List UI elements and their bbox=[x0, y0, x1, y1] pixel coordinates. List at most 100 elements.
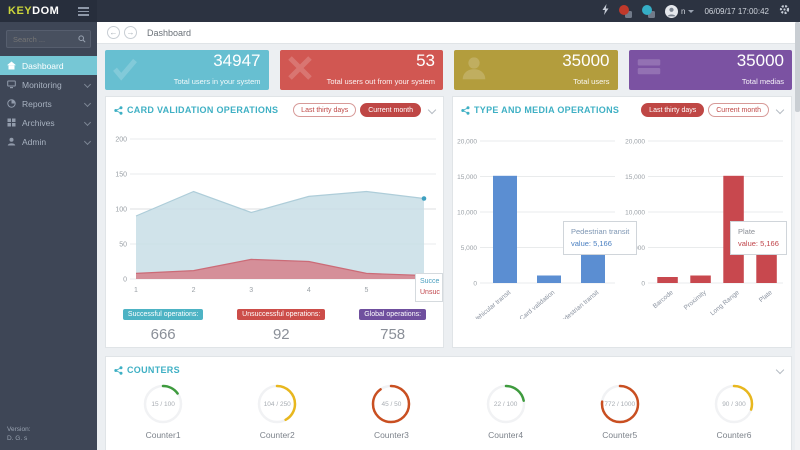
scrollbar[interactable] bbox=[795, 22, 800, 450]
share-icon bbox=[114, 365, 123, 375]
sidebar-item-dashboard[interactable]: Dashboard bbox=[0, 56, 97, 75]
stat-card-users-out[interactable]: 53 Total users out from your system bbox=[279, 50, 443, 90]
svg-text:Vehicular transit: Vehicular transit bbox=[472, 289, 512, 319]
alerts-icon[interactable] bbox=[619, 4, 633, 18]
cards-icon bbox=[634, 53, 664, 88]
svg-text:Card validation: Card validation bbox=[519, 289, 557, 319]
svg-text:Long Range: Long Range bbox=[709, 289, 741, 317]
caret-down-icon bbox=[688, 9, 695, 13]
back-button[interactable]: ← bbox=[107, 26, 120, 39]
svg-text:1: 1 bbox=[134, 287, 138, 294]
share-icon bbox=[114, 105, 123, 115]
stat-cards-row: 34947 Total users in your system 53 Tota… bbox=[105, 50, 792, 90]
counter-value: 22 / 100 bbox=[493, 400, 518, 408]
sidebar-item-monitoring[interactable]: Monitoring bbox=[0, 75, 97, 94]
sidebar-item-label: Reports bbox=[22, 98, 52, 109]
bar[interactable] bbox=[493, 175, 517, 283]
bolt-icon[interactable] bbox=[602, 2, 609, 20]
counter[interactable]: 104 / 250 Counter2 bbox=[220, 381, 334, 440]
collapse-chevron-icon[interactable] bbox=[775, 105, 785, 115]
stat-value: 35000 bbox=[562, 51, 610, 70]
chevron-down-icon bbox=[83, 118, 92, 127]
stat-number: 666 bbox=[150, 326, 176, 343]
stat-number: 758 bbox=[380, 326, 406, 343]
search-box bbox=[6, 30, 91, 48]
chevron-down-icon bbox=[83, 99, 92, 108]
svg-text:4: 4 bbox=[307, 287, 311, 294]
current-month-button[interactable]: Current month bbox=[708, 103, 769, 117]
hamburger-icon[interactable] bbox=[78, 7, 89, 18]
svg-text:0: 0 bbox=[473, 281, 477, 288]
sidebar-item-label: Admin bbox=[22, 136, 47, 147]
avatar bbox=[665, 4, 679, 18]
stat-label: Total medias bbox=[741, 77, 784, 86]
stat-number: 92 bbox=[272, 326, 290, 343]
counter-label: Counter3 bbox=[373, 430, 409, 440]
main-content: 34947 Total users in your system 53 Tota… bbox=[97, 44, 800, 450]
breadcrumb-bar: ← → Dashboard bbox=[97, 22, 800, 44]
stat-card-total-users[interactable]: 35000 Total users bbox=[454, 50, 618, 90]
stat-card-users-in[interactable]: 34947 Total users in your system bbox=[105, 50, 269, 90]
tooltip-title: Pedestrian transit bbox=[571, 227, 630, 236]
panel-header: COUNTERS bbox=[106, 357, 791, 383]
bar[interactable] bbox=[690, 275, 711, 284]
bar[interactable] bbox=[537, 275, 561, 284]
counter-value: 104 / 250 bbox=[263, 400, 291, 408]
counter[interactable]: 90 / 300 Counter6 bbox=[677, 381, 791, 440]
user-icon bbox=[459, 53, 489, 88]
counter-label: Counter1 bbox=[145, 430, 181, 440]
status-badge: Global operations: bbox=[359, 309, 427, 320]
alerts-ghost-icon bbox=[625, 10, 633, 18]
counter[interactable]: 772 / 1000 Counter5 bbox=[563, 381, 677, 440]
tooltip-value: value: 5,166 bbox=[738, 239, 779, 248]
chevron-down-icon bbox=[83, 80, 92, 89]
stat-value: 34947 bbox=[213, 51, 261, 70]
last-thirty-days-button[interactable]: Last thirty days bbox=[641, 103, 705, 117]
bar[interactable] bbox=[657, 277, 678, 283]
counter-gauge: 90 / 300 bbox=[711, 381, 757, 427]
svg-text:5,000: 5,000 bbox=[461, 245, 478, 252]
gear-icon[interactable] bbox=[779, 2, 790, 20]
counter-value: 45 / 50 bbox=[381, 400, 402, 408]
user-menu[interactable]: n bbox=[665, 4, 695, 18]
stat-label: Total users bbox=[573, 77, 610, 86]
search-icon[interactable] bbox=[78, 30, 86, 48]
forward-button[interactable]: → bbox=[124, 26, 137, 39]
panel-title: CARD VALIDATION OPERATIONS bbox=[127, 105, 279, 115]
svg-text:200: 200 bbox=[115, 137, 127, 144]
home-icon bbox=[7, 61, 17, 70]
scrollbar-thumb[interactable] bbox=[795, 22, 800, 112]
chart-hover-tooltip: Succe Unsuc bbox=[415, 273, 443, 302]
status-badge: Successful operations: bbox=[122, 309, 204, 320]
sidebar-item-admin[interactable]: Admin bbox=[0, 132, 97, 151]
brand-key: KEY bbox=[8, 5, 33, 17]
counter-value: 772 / 1000 bbox=[604, 400, 636, 408]
version-label: Version: bbox=[7, 425, 31, 433]
counter-label: Counter5 bbox=[602, 430, 638, 440]
collapse-chevron-icon[interactable] bbox=[427, 105, 437, 115]
svg-text:150: 150 bbox=[115, 172, 127, 179]
username: n bbox=[681, 6, 686, 16]
sidebar-item-label: Archives bbox=[22, 117, 55, 128]
current-month-button[interactable]: Current month bbox=[360, 103, 421, 117]
counter[interactable]: 22 / 100 Counter4 bbox=[449, 381, 563, 440]
stat-card-total-medias[interactable]: 35000 Total medias bbox=[628, 50, 792, 90]
sidebar-item-archives[interactable]: Archives bbox=[0, 113, 97, 132]
sidebar-nav: Dashboard Monitoring Reports Archives Ad… bbox=[0, 56, 97, 151]
unsuccessful-operations: Unsuccessful operations: 92 bbox=[237, 303, 326, 343]
bar[interactable] bbox=[756, 246, 777, 283]
sidebar-item-reports[interactable]: Reports bbox=[0, 94, 97, 113]
type-media-panel: TYPE AND MEDIA OPERATIONS Last thirty da… bbox=[452, 96, 792, 348]
counter[interactable]: 45 / 50 Counter3 bbox=[334, 381, 448, 440]
collapse-chevron-icon[interactable] bbox=[775, 365, 785, 375]
counter[interactable]: 15 / 100 Counter1 bbox=[106, 381, 220, 440]
messages-icon[interactable] bbox=[642, 4, 656, 18]
svg-text:2: 2 bbox=[192, 287, 196, 294]
counter-value: 90 / 300 bbox=[722, 400, 746, 408]
share-icon bbox=[461, 105, 470, 115]
search-input[interactable] bbox=[11, 33, 78, 45]
last-thirty-days-button[interactable]: Last thirty days bbox=[293, 103, 357, 117]
brand-logo[interactable]: KEY DOM bbox=[0, 0, 97, 22]
check-icon bbox=[110, 53, 140, 88]
counter-label: Counter2 bbox=[259, 430, 295, 440]
